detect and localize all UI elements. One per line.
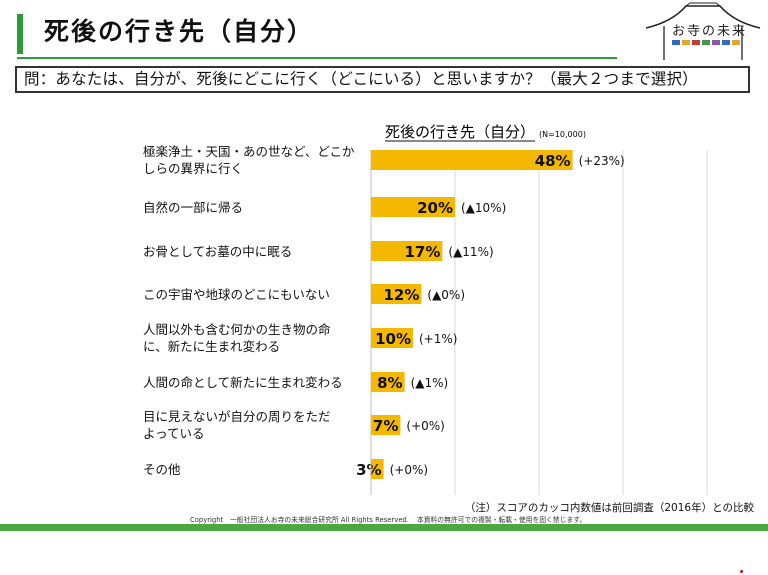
logo-dot [712, 40, 720, 45]
logo-dot [692, 40, 700, 45]
logo-dot [682, 40, 690, 45]
logo-text: お寺の未来 [672, 24, 748, 39]
change-label: (+23%) [579, 154, 625, 168]
category-label: しらの異界に行く [143, 161, 243, 176]
category-label: 極楽浄土・天国・あの世など、どこか [143, 144, 355, 159]
value-label: 3% [356, 461, 381, 479]
category-label: この宇宙や地球のどこにもいない [143, 287, 330, 302]
category-label: その他 [143, 462, 181, 477]
bar [371, 197, 455, 217]
change-label: (▲1%) [411, 376, 449, 390]
category-label: 人間の命として新たに生まれ変わる [143, 375, 343, 390]
title-accent-bar [17, 14, 23, 54]
copyright: Copyright 一般社団法人お寺の未来総合研究所 All Rights Re… [190, 514, 586, 524]
category-label: 人間以外も含む何かの生き物の命 [143, 322, 331, 337]
value-label: 7% [373, 417, 398, 435]
question-box: 問：あなたは、自分が、死後にどこに行く（どこにいる）と思いますか？（最大２つまで… [15, 66, 750, 93]
change-label: (+0%) [390, 463, 428, 477]
change-label: (▲11%) [448, 245, 493, 259]
change-label: (▲0%) [427, 288, 465, 302]
logo-color-dots [672, 40, 740, 45]
bar-chart: 死後の行き先（自分） (N=10,000) 極楽浄土・天国・あの世など、どこかしらの… [143, 123, 708, 495]
value-label: 8% [377, 374, 402, 392]
value-label: 48% [535, 152, 571, 170]
logo-dot [702, 40, 710, 45]
footer-bar [0, 524, 768, 531]
bar [371, 328, 413, 348]
logo-dot [722, 40, 730, 45]
bar [371, 415, 401, 435]
chart-subtitle: (N=10,000) [539, 130, 586, 139]
bar [371, 459, 384, 479]
page-title: 死後の行き先（自分） [44, 17, 315, 46]
value-label: 12% [383, 286, 419, 304]
copyright-notice: Copyright 一般社団法人お寺の未来総合研究所 All Rights Re… [190, 516, 409, 524]
value-label: 10% [375, 330, 411, 348]
category-label: よっている [143, 426, 205, 441]
category-label: お骨としてお墓の中に眠る [143, 244, 292, 259]
bar [371, 150, 573, 170]
category-label: に、新たに生まれ変わる [143, 339, 280, 354]
value-label: 20% [417, 199, 453, 217]
value-label: 17% [404, 243, 440, 261]
bar [371, 372, 405, 392]
category-label: 目に見えないが自分の周りをただ [143, 409, 331, 424]
footnote: （注）スコアのカッコ内数値は前回調査（2016年）との比較 [464, 502, 754, 514]
change-label: (+0%) [406, 419, 444, 433]
reproduction-notice: 本資料の無許可での複製・転載・使用を固く禁じます。 [416, 516, 587, 524]
logo: お寺の未来 [642, 2, 764, 62]
change-label: (▲10%) [461, 201, 506, 215]
chart-title: 死後の行き先（自分） [385, 123, 535, 141]
logo-dot [732, 40, 740, 45]
change-label: (+1%) [419, 332, 457, 346]
logo-dot [672, 40, 680, 45]
red-dot [740, 570, 743, 573]
bar [371, 284, 422, 304]
title-underline [17, 57, 617, 59]
category-label: 自然の一部に帰る [143, 200, 243, 215]
question-text: 問：あなたは、自分が、死後にどこに行く（どこにいる）と思いますか？（最大２つまで… [24, 70, 698, 88]
temple-roof-icon [645, 2, 761, 60]
bar [371, 241, 443, 261]
